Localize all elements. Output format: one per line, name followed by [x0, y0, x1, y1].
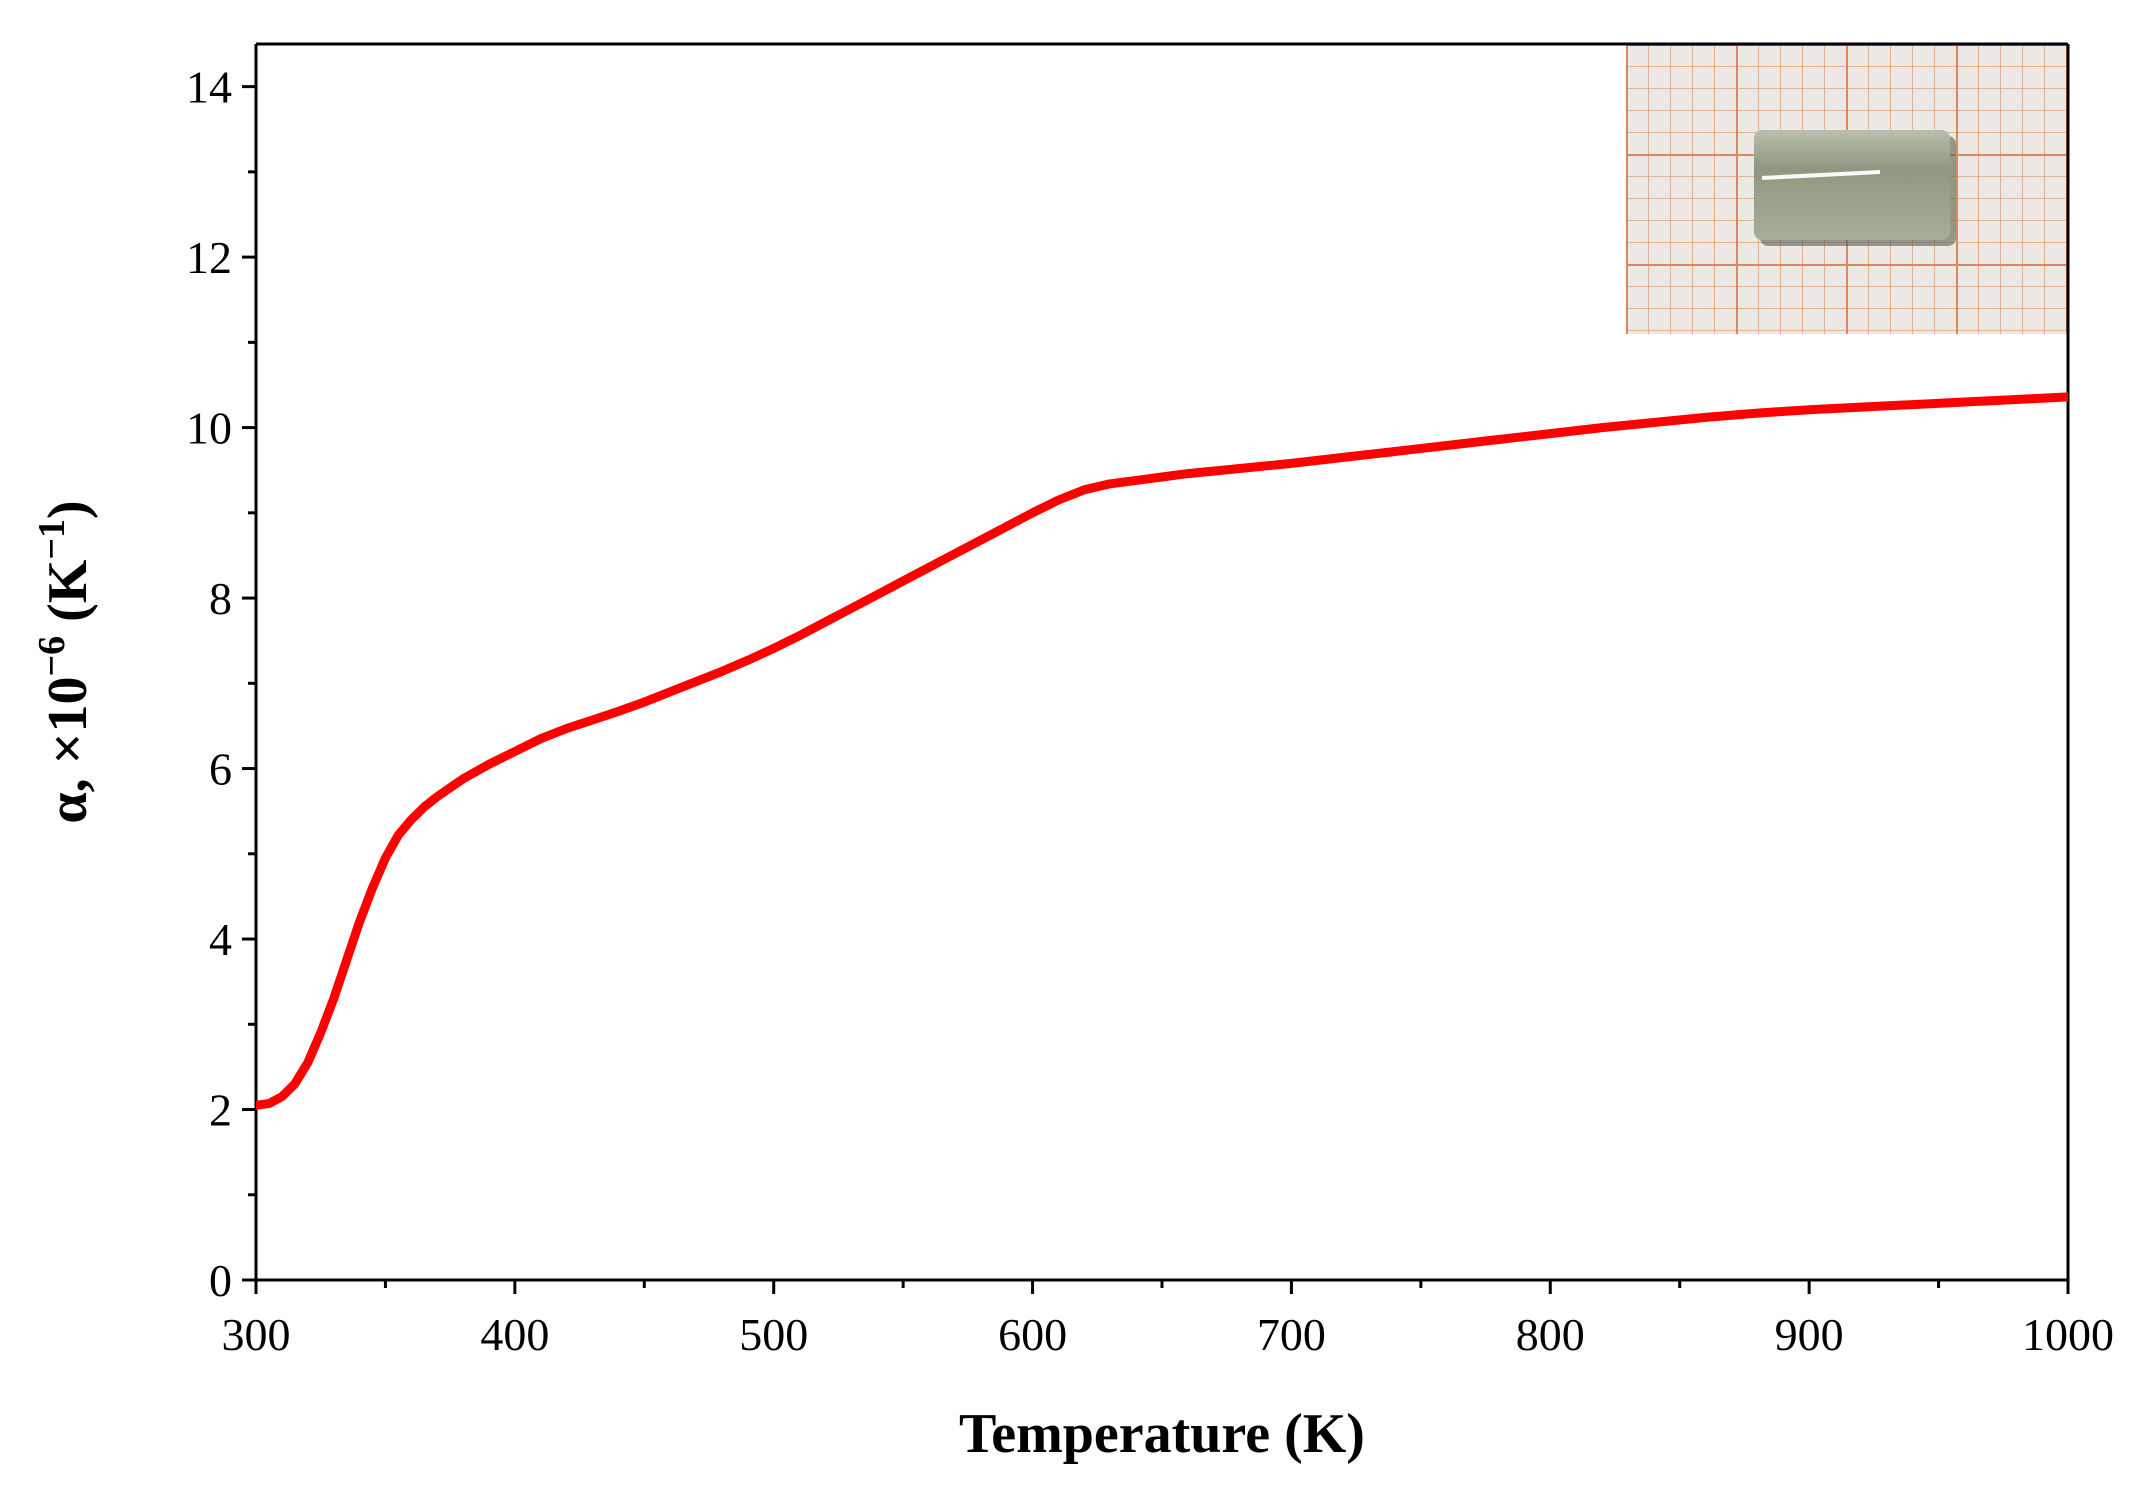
y-axis-title-unit-exp: −1 [31, 519, 73, 560]
series-line [256, 392, 2068, 1110]
x-tick-label: 1000 [2022, 1309, 2114, 1360]
y-axis-title-unit-close: ) [37, 500, 99, 519]
y-tick-label: 6 [209, 744, 232, 795]
y-axis-title-unit-open: (K [37, 559, 99, 636]
ticks [242, 85, 2070, 1294]
y-axis-title-base: α, ×10 [37, 677, 99, 824]
y-tick-label: 14 [186, 62, 232, 113]
y-tick-label: 2 [209, 1085, 232, 1136]
x-tick-label: 900 [1775, 1309, 1844, 1360]
y-axis-title-exp: −6 [31, 636, 73, 677]
series-group [256, 392, 2068, 1110]
y-axis-title: α, ×10−6 (K−1) [31, 500, 99, 823]
tick-labels: 300 400 500 600 700 800 900 1000 0 2 4 6 8 10 12 14 [186, 62, 2114, 1360]
y-tick-label: 10 [186, 403, 232, 454]
x-tick-label: 800 [1516, 1309, 1585, 1360]
x-tick-label: 400 [480, 1309, 549, 1360]
x-tick-label: 500 [739, 1309, 808, 1360]
x-axis-title: Temperature (K) [959, 1403, 1365, 1465]
x-tick-label: 600 [998, 1309, 1067, 1360]
inset-sample-photo [1626, 44, 2068, 334]
y-tick-label: 8 [209, 573, 232, 624]
inset-sample-highlight [1761, 170, 1881, 180]
y-tick-label: 4 [209, 914, 232, 965]
x-tick-label: 300 [222, 1309, 291, 1360]
y-tick-label: 12 [186, 232, 232, 283]
x-tick-label: 700 [1257, 1309, 1326, 1360]
y-tick-label: 0 [209, 1255, 232, 1306]
inset-sample-body [1754, 130, 1950, 240]
